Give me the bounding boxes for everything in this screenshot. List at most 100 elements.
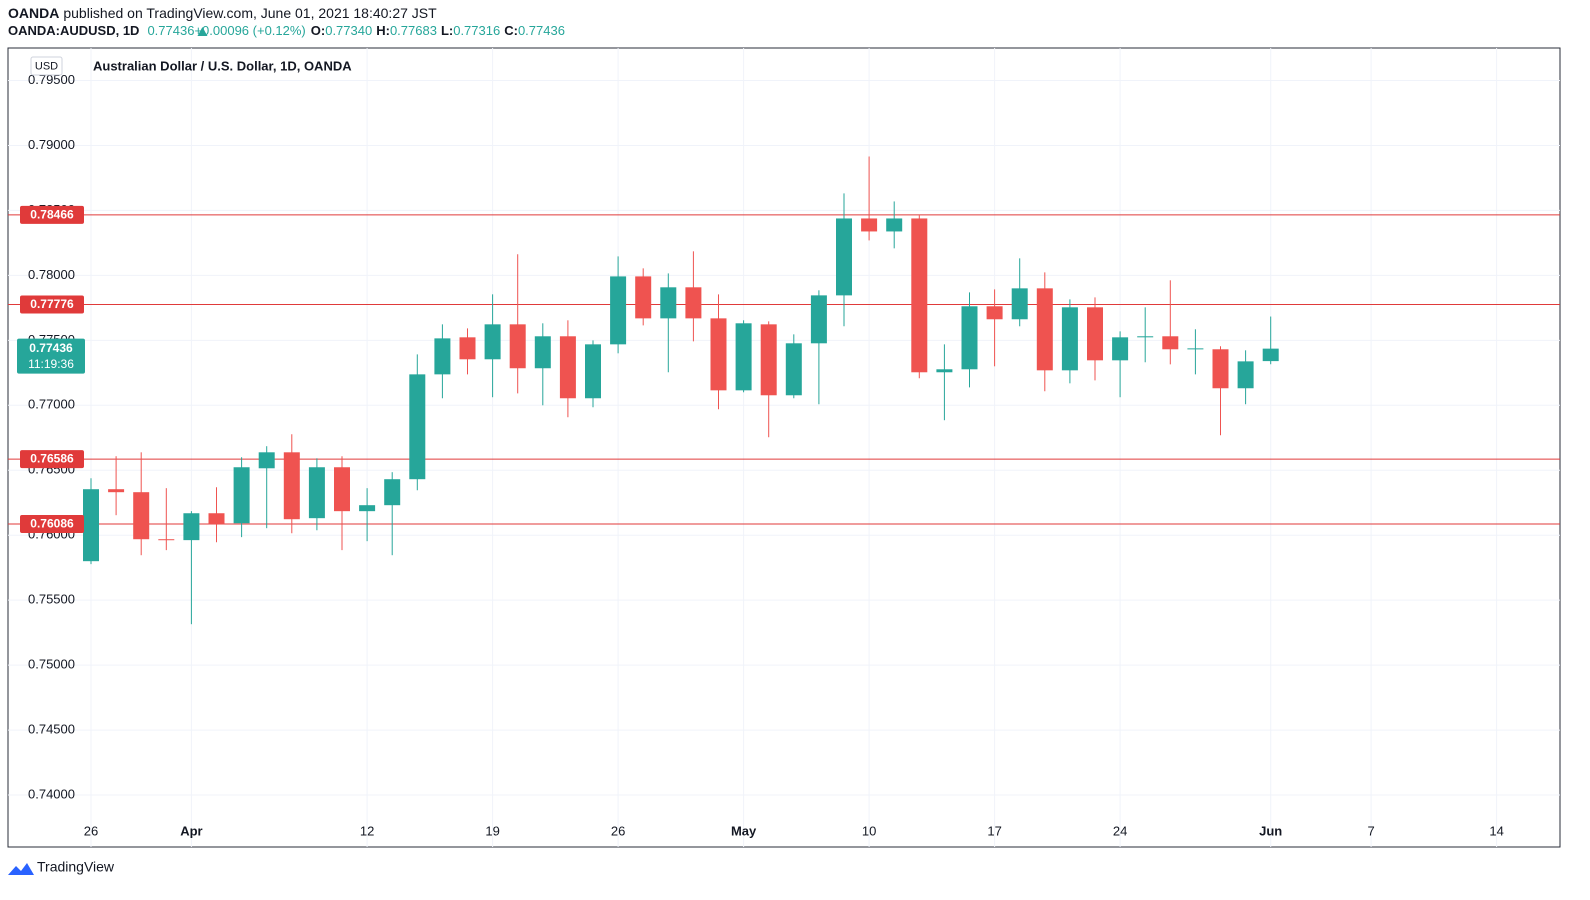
level-label-box <box>20 515 84 534</box>
ohlc-value: 0.77683 <box>390 23 437 38</box>
candle-body <box>836 218 852 296</box>
price-labels: 0.78466 0.77776 0.76586 0.76086 0.77436 11:19… <box>17 205 85 534</box>
level-label: 0.76086 <box>30 517 74 531</box>
y-tick-label: 0.78000 <box>28 267 75 282</box>
ohlc-value: 0.77436 <box>518 23 565 38</box>
x-tick-label: 17 <box>987 823 1001 838</box>
currency: USD <box>35 60 58 72</box>
candle-body <box>1087 307 1103 361</box>
ohlc-label: L: <box>441 23 453 38</box>
plot-frame <box>7 47 1561 848</box>
candle-body <box>986 306 1003 320</box>
x-tick-label: 14 <box>1489 823 1503 838</box>
candle-body <box>334 467 350 512</box>
candle-body <box>785 343 802 396</box>
candle-body <box>911 218 928 373</box>
x-tick-label: 12 <box>360 823 374 838</box>
published: published on TradingView.com, June 01, 2… <box>63 5 437 21</box>
symbol: OANDA:AUDUSD, 1D <box>8 23 139 38</box>
candle-body <box>158 539 175 541</box>
candle-body <box>961 306 978 370</box>
candle-body <box>886 218 903 232</box>
x-tick-label: 26 <box>611 823 625 838</box>
candle-body <box>133 492 150 540</box>
candle-body <box>108 489 125 493</box>
y-tick-label: 0.75500 <box>28 592 75 607</box>
candle-body <box>1237 361 1254 389</box>
ohlc-value: 0.77316 <box>453 23 500 38</box>
candle-body <box>83 489 99 562</box>
publisher: OANDA <box>8 5 59 21</box>
candle-body <box>509 324 526 369</box>
x-tick-label: 19 <box>485 823 499 838</box>
candle-body <box>434 338 451 375</box>
candle-body <box>710 318 727 391</box>
y-tick-label: 0.77000 <box>28 397 75 412</box>
candle-body <box>208 513 225 525</box>
candle-body <box>1061 307 1078 371</box>
countdown: 11:19:36 <box>28 357 74 371</box>
candle-body <box>660 287 677 319</box>
x-tick-label: Apr <box>180 823 202 838</box>
last-label-box <box>17 338 85 374</box>
candle-body <box>409 374 426 480</box>
footer: TradingView <box>37 859 115 875</box>
ohlc-value: 0.77340 <box>325 23 372 38</box>
candle-body <box>183 513 200 541</box>
candle-body <box>810 295 827 344</box>
candle-body <box>1162 336 1179 350</box>
candle-body <box>936 369 953 373</box>
candle-body <box>585 344 601 399</box>
candle-body <box>1187 348 1204 350</box>
y-tick-label: 0.79500 <box>28 72 75 87</box>
candle-body <box>1137 336 1154 338</box>
logo-icon <box>8 863 34 875</box>
level-label: 0.76586 <box>30 452 74 466</box>
candles <box>83 156 1279 625</box>
candle-body <box>1036 288 1053 371</box>
x-tick-label: May <box>731 823 757 838</box>
x-tick-label: 7 <box>1367 823 1374 838</box>
last-label: 0.77436 <box>29 341 73 355</box>
candle-body <box>484 324 501 360</box>
level-label-box <box>20 450 84 469</box>
ohlc-label: H: <box>376 23 390 38</box>
candle-body <box>283 452 300 520</box>
candle-body <box>559 336 576 399</box>
last-price: 0.77436 <box>147 23 194 38</box>
candle-body <box>1011 288 1028 320</box>
up-arrow <box>197 27 208 36</box>
symbol-text: OANDA:AUDUSD, 1D 0.77436+0.00096 (+0.12%)… <box>8 23 565 38</box>
y-tick-label: 0.79000 <box>28 137 75 152</box>
ohlc-label: C: <box>504 23 518 38</box>
candle-body <box>685 287 702 319</box>
candle-body <box>861 218 878 232</box>
level-label: 0.78466 <box>30 207 74 221</box>
x-tick-label: Jun <box>1259 823 1282 838</box>
candle-body <box>359 505 376 512</box>
currency-box <box>30 56 63 76</box>
y-tick-label: 0.74500 <box>28 722 75 737</box>
candle-body <box>735 323 752 391</box>
candle-body <box>1112 337 1129 361</box>
candle-body <box>1262 348 1279 362</box>
change: +0.00096 (+0.12%) <box>194 23 305 38</box>
x-tick-label: 24 <box>1113 823 1127 838</box>
candle-body <box>459 337 476 360</box>
y-tick-label: 0.74000 <box>28 786 75 801</box>
candle-body <box>760 324 777 396</box>
candle-body <box>233 467 250 524</box>
candle-body <box>258 452 275 469</box>
candle-body <box>610 276 627 345</box>
publish-line: OANDA published on TradingView.com, June … <box>8 5 437 21</box>
candle-body <box>308 467 325 519</box>
candle-body <box>534 336 551 369</box>
x-tick-label: 26 <box>84 823 98 838</box>
y-tick-label: 0.75000 <box>28 657 75 672</box>
chart-title: Australian Dollar / U.S. Dollar, 1D, OAN… <box>93 58 352 73</box>
symbol-line: OANDA:AUDUSD, 1D 0.77436+0.00096 (+0.12%)… <box>8 23 565 38</box>
grid <box>8 48 1560 847</box>
footer-logo <box>8 863 34 875</box>
